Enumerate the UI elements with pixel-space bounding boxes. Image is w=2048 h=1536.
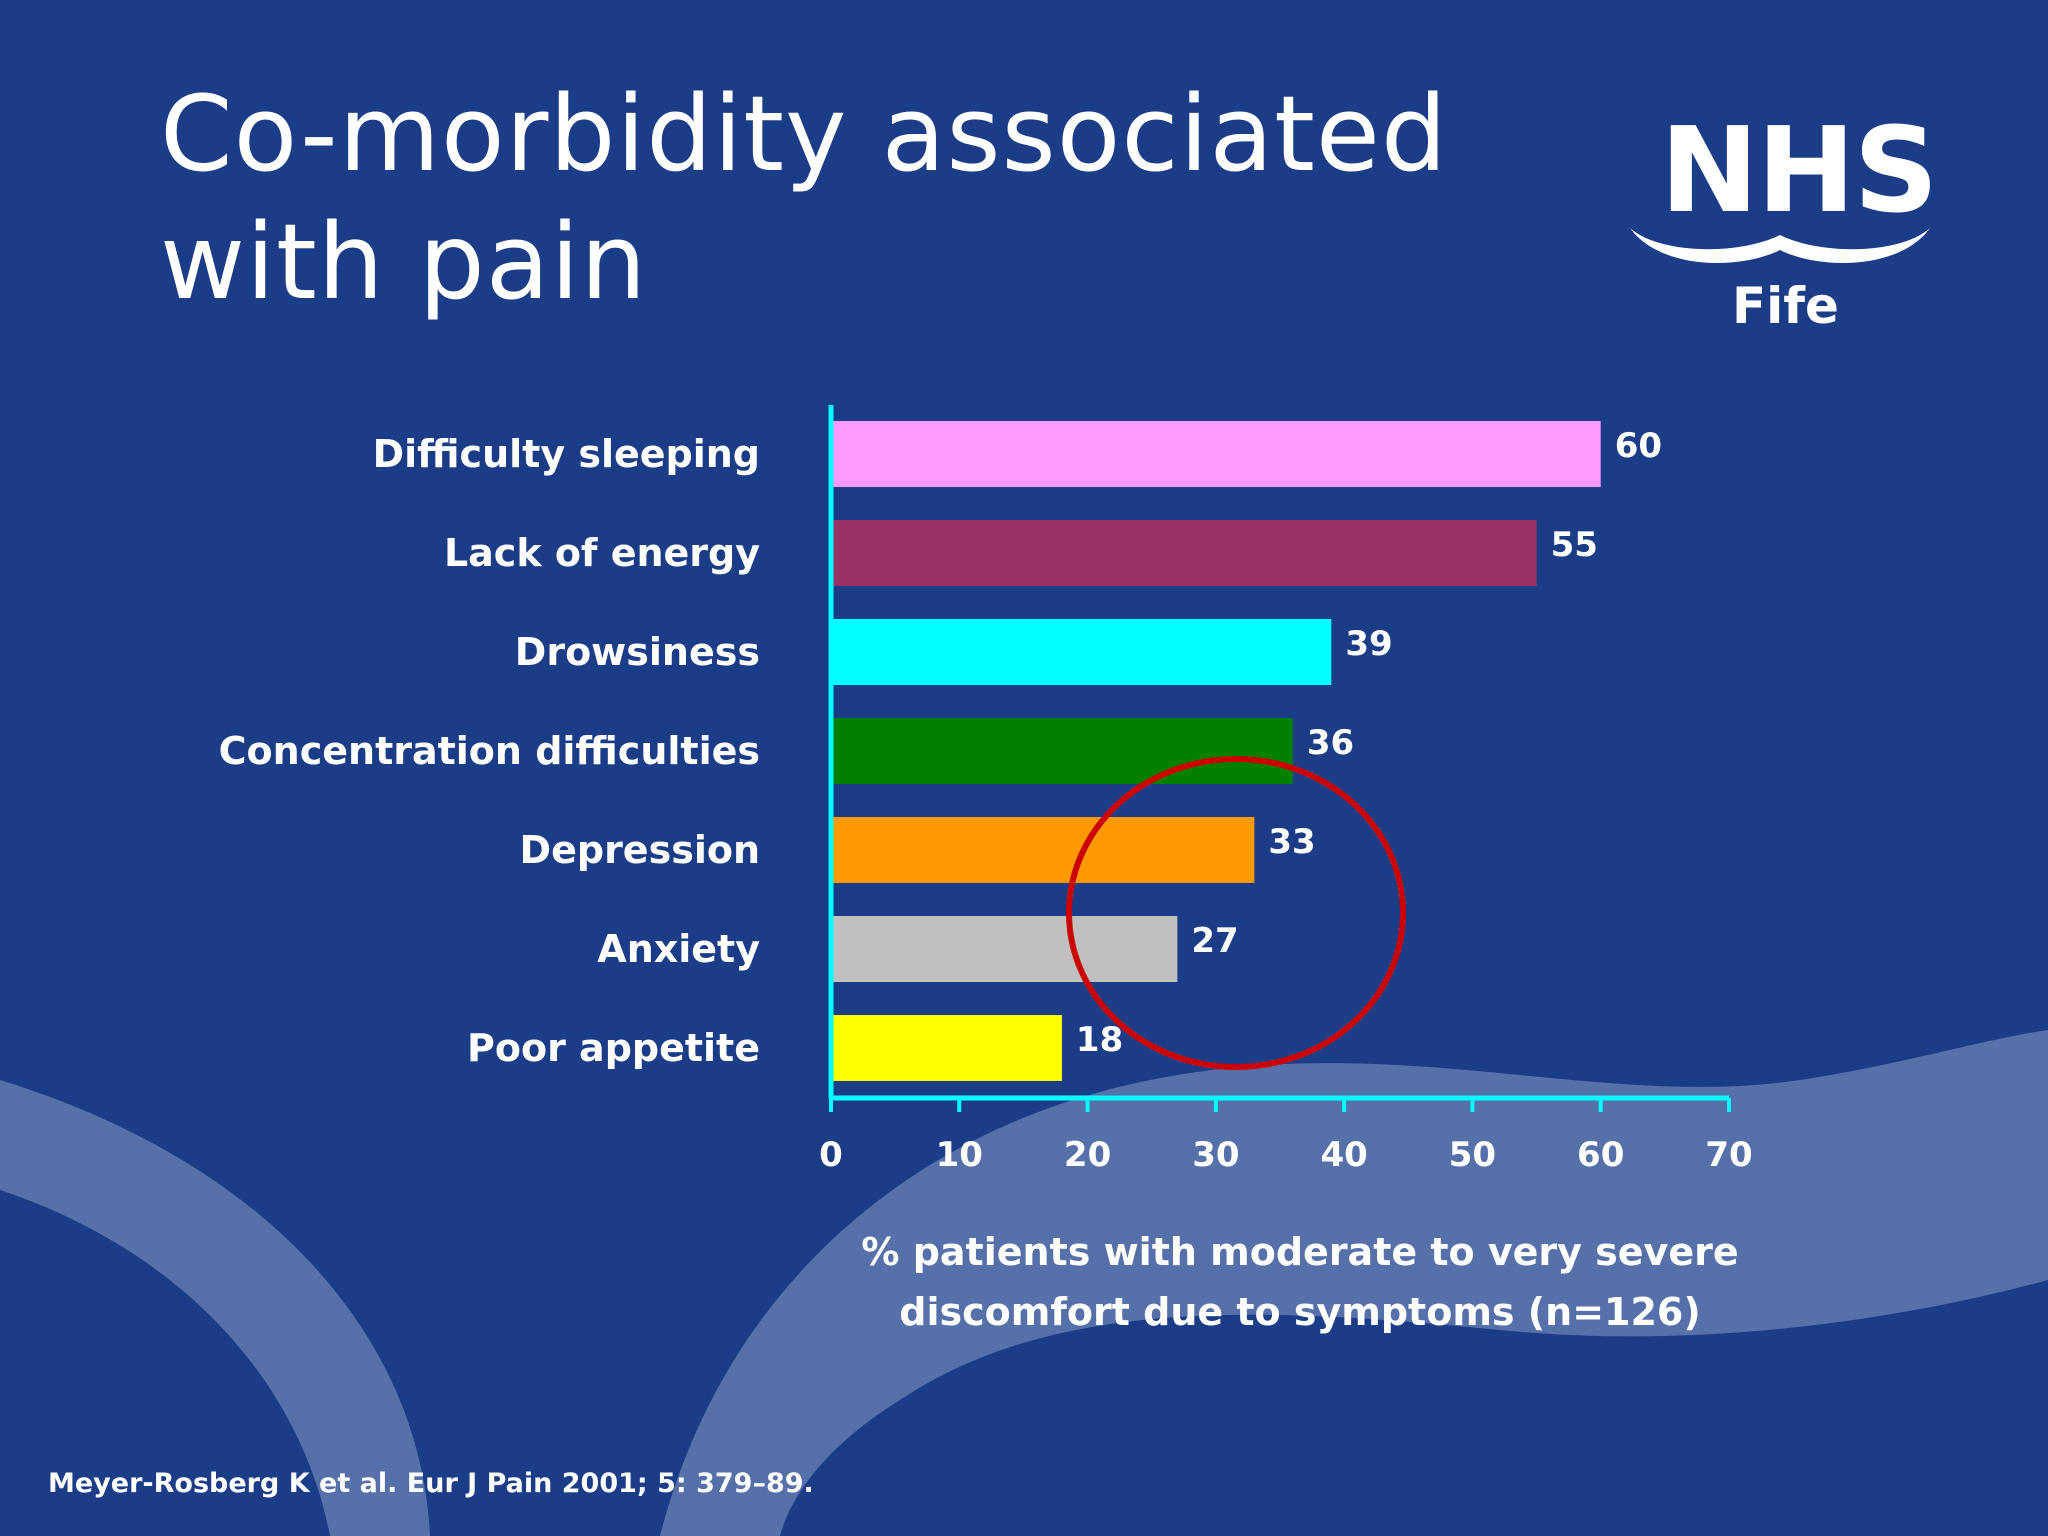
bar <box>831 817 1255 883</box>
bar-value-label: 36 <box>1307 723 1354 763</box>
bar-value-label: 18 <box>1076 1020 1123 1060</box>
citation: Meyer-Rosberg K et al. Eur J Pain 2001; … <box>48 1468 814 1499</box>
x-tick-label: 30 <box>1192 1135 1239 1175</box>
x-tick-label: 70 <box>1705 1135 1752 1175</box>
x-axis-label: % patients with moderate to very severe … <box>800 1222 1800 1342</box>
bar <box>831 520 1537 586</box>
x-tick-label: 60 <box>1577 1135 1624 1175</box>
bar-value-label: 27 <box>1191 921 1238 961</box>
bar <box>831 619 1332 685</box>
bar-value-label: 33 <box>1268 822 1315 862</box>
category-label: Drowsiness <box>515 630 760 674</box>
category-label: Difficulty sleeping <box>373 432 760 476</box>
x-axis-label-line2: discomfort due to symptoms (n=126) <box>899 1290 1701 1334</box>
category-label: Anxiety <box>597 927 760 971</box>
category-label: Lack of energy <box>444 531 760 575</box>
x-tick-label: 50 <box>1449 1135 1496 1175</box>
x-tick-label: 20 <box>1064 1135 1111 1175</box>
category-label: Depression <box>520 828 760 872</box>
x-axis-label-line1: % patients with moderate to very severe <box>861 1230 1739 1274</box>
category-label: Poor appetite <box>467 1026 760 1070</box>
bar <box>831 421 1601 487</box>
bar-value-label: 55 <box>1551 525 1598 565</box>
bar <box>831 916 1178 982</box>
bar <box>831 718 1293 784</box>
slide-title-line1: Co-morbidity associated <box>160 73 1448 195</box>
logo-fife-text: Fife <box>1732 277 1839 335</box>
nhs-fife-logo: NHS Fife <box>1620 110 1940 340</box>
bar <box>831 1015 1062 1081</box>
x-tick-label: 10 <box>936 1135 983 1175</box>
bar-value-label: 39 <box>1345 624 1392 664</box>
x-tick-label: 40 <box>1320 1135 1367 1175</box>
category-label: Concentration difficulties <box>219 729 760 773</box>
bar-value-label: 60 <box>1615 426 1662 466</box>
slide-title: Co-morbidity associated with pain <box>160 70 1460 326</box>
x-tick-label: 0 <box>819 1135 843 1175</box>
logo-swoosh-icon <box>1630 228 1930 263</box>
slide-title-line2: with pain <box>160 201 648 323</box>
highlight-circle <box>1066 756 1406 1070</box>
logo-nhs-text: NHS <box>1660 101 1938 239</box>
